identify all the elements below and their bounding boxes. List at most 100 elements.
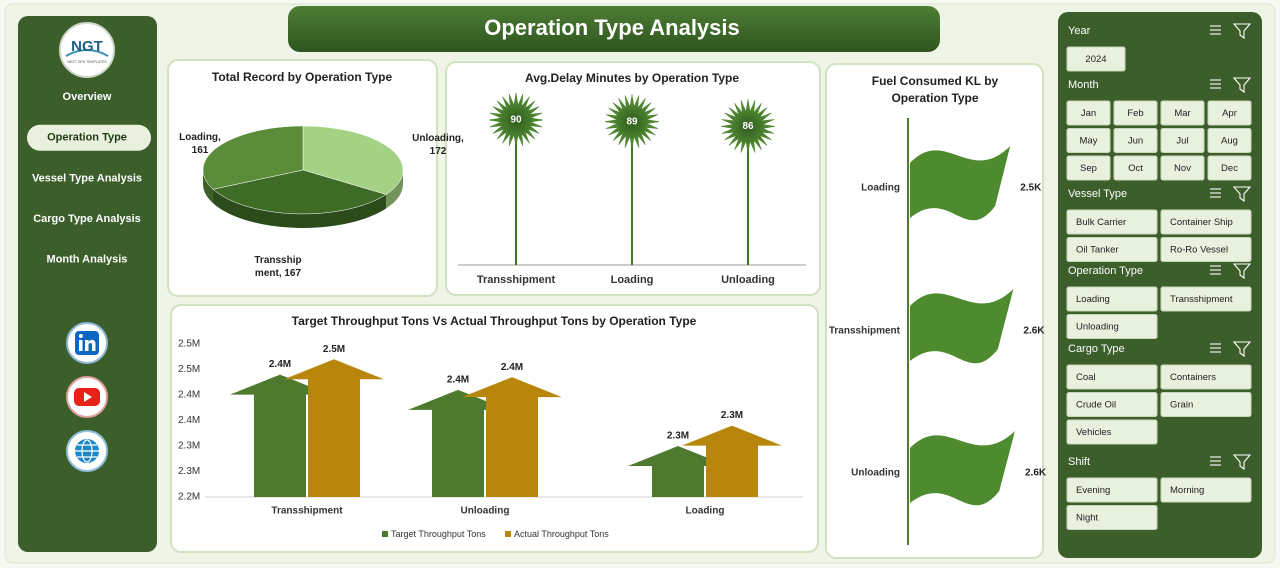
slicer-item: Loading: [1076, 294, 1110, 305]
slicer-item: Aug: [1221, 136, 1238, 147]
slicer-title: Operation Type: [1068, 265, 1143, 277]
pie-slice: [212, 169, 387, 215]
slicer-button[interactable]: [1160, 128, 1205, 153]
filter-icon[interactable]: [1232, 263, 1252, 280]
flag-bar: [910, 146, 1011, 221]
arrow-bar: [408, 389, 508, 497]
slicer-button[interactable]: [1207, 155, 1252, 181]
slicer-button[interactable]: [1207, 100, 1252, 126]
slicer-item: May: [1080, 136, 1098, 147]
logo-text: NGT: [71, 38, 103, 55]
slicer-item: Vehicles: [1076, 427, 1112, 438]
data-label: Unloading, 172: [412, 133, 464, 157]
slicer-button[interactable]: [1066, 477, 1158, 503]
slicer-item: Coal: [1076, 372, 1096, 383]
data-label: 2.4M: [501, 362, 523, 373]
filter-icon[interactable]: [1232, 454, 1252, 471]
slicer-item: Ro-Ro Vessel: [1170, 245, 1228, 256]
data-label: Transshipment, 167: [254, 255, 302, 279]
data-label: 2.5M: [323, 344, 345, 355]
legend-swatch: [382, 531, 388, 537]
pie-slice: [302, 125, 404, 195]
arrow-bar: [230, 374, 330, 497]
slicer-button[interactable]: [1066, 505, 1158, 530]
slicer-item: Oct: [1128, 163, 1143, 174]
filter-icon[interactable]: [1232, 186, 1252, 203]
data-label: 2.4M: [269, 359, 291, 370]
slicer-button[interactable]: [1160, 477, 1252, 503]
slicer-button[interactable]: [1160, 237, 1252, 262]
slicer-item: 2024: [1085, 54, 1106, 65]
chart-title: Total Record by Operation Type: [212, 70, 393, 84]
slicer-item: Bulk Carrier: [1076, 217, 1126, 228]
pie-slice: [202, 125, 304, 190]
flag-bar: [910, 289, 1014, 364]
linkedin-glyph: [79, 340, 83, 351]
slicer-button[interactable]: [1066, 419, 1158, 445]
slicer-item: Container Ship: [1170, 217, 1233, 228]
nav-item[interactable]: Vessel Type Analysis: [32, 172, 142, 184]
page-title: Operation Type Analysis: [484, 15, 740, 40]
slicer-icons: [1210, 186, 1252, 203]
y-tick-label: 2.4M: [178, 415, 200, 426]
filter-icon[interactable]: [1232, 341, 1252, 358]
slicer-button[interactable]: [1066, 237, 1158, 262]
slicer-button[interactable]: [1066, 155, 1111, 181]
pie-slice-side: [213, 189, 387, 228]
slicer-button[interactable]: [1066, 209, 1158, 235]
nav-item[interactable]: Operation Type: [47, 132, 127, 144]
linkedin-glyph: [78, 334, 83, 338]
slicer-button[interactable]: [1160, 392, 1252, 417]
slicer-button[interactable]: [1160, 364, 1252, 390]
slicer-button[interactable]: [1066, 314, 1158, 339]
slicer-item: Morning: [1170, 485, 1204, 496]
slicer-button[interactable]: [1066, 364, 1158, 390]
slicer-title: Cargo Type: [1068, 343, 1125, 355]
slicer-button[interactable]: [1207, 128, 1252, 153]
linkedin-glyph: [85, 339, 96, 351]
y-tick-label: 2.5M: [178, 339, 200, 350]
data-label: 89: [626, 116, 638, 127]
slicer-item: Evening: [1076, 485, 1110, 496]
slicer-button[interactable]: [1066, 100, 1111, 126]
youtube-glyph: [84, 392, 92, 402]
slicer-button[interactable]: [1066, 392, 1158, 417]
slicer-button[interactable]: [1160, 209, 1252, 235]
slicer-item: Containers: [1170, 372, 1216, 383]
slicer-button[interactable]: [1113, 155, 1158, 181]
y-tick-label: 2.2M: [178, 492, 200, 503]
slicer-button[interactable]: [1113, 128, 1158, 153]
slicer-title: Vessel Type: [1068, 188, 1127, 200]
y-tick-label: 2.4M: [178, 390, 200, 401]
nav-item[interactable]: Month Analysis: [47, 254, 128, 266]
logo-tagline: NEXT GEN TEMPLATES: [67, 60, 107, 64]
slicer-button[interactable]: [1066, 286, 1158, 312]
slicer-button[interactable]: [1066, 128, 1111, 153]
nav-item[interactable]: Overview: [63, 91, 112, 103]
slicer-button[interactable]: [1066, 46, 1126, 72]
filter-icon[interactable]: [1232, 23, 1252, 40]
slicer-button[interactable]: [1160, 155, 1205, 181]
slicer-title: Shift: [1068, 456, 1090, 468]
slicer-button[interactable]: [1160, 286, 1252, 312]
slicer-icons: [1210, 454, 1252, 471]
slicer-item: Jul: [1176, 136, 1188, 147]
slicer-item: Nov: [1174, 163, 1191, 174]
filter-icon[interactable]: [1232, 77, 1252, 94]
slicer-item: Jun: [1128, 136, 1143, 147]
starburst: [604, 94, 660, 149]
data-label: 86: [742, 121, 754, 132]
data-label: 2.4M: [447, 375, 469, 386]
slicer-button[interactable]: [1113, 100, 1158, 126]
nav-active: [27, 124, 151, 151]
slicer-icons: [1210, 77, 1252, 94]
x-tick-label: Loading: [611, 274, 654, 286]
slicer-button[interactable]: [1160, 100, 1205, 126]
filter-panel: [1058, 12, 1262, 558]
starburst: [720, 99, 776, 154]
slicer-title: Year: [1068, 25, 1091, 37]
nav-item[interactable]: Cargo Type Analysis: [33, 213, 141, 225]
data-label: 2.3M: [721, 410, 743, 421]
data-label: 90: [510, 115, 522, 126]
